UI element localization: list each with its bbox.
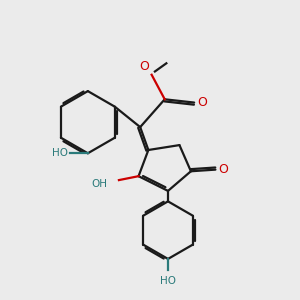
- Text: OH: OH: [92, 179, 107, 189]
- Text: O: O: [139, 60, 149, 73]
- Text: O: O: [197, 96, 207, 109]
- Text: HO: HO: [52, 148, 68, 158]
- Text: O: O: [219, 163, 229, 176]
- Text: HO: HO: [160, 276, 176, 286]
